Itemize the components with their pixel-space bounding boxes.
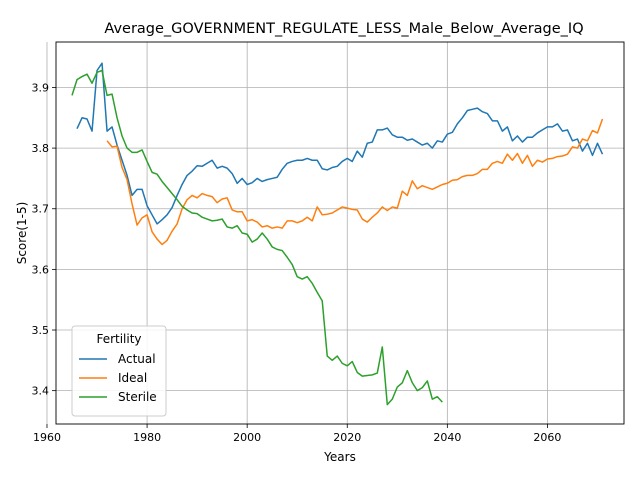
x-tick-label: 1960 <box>33 431 61 444</box>
chart-title: Average_GOVERNMENT_REGULATE_LESS_Male_Be… <box>104 21 583 37</box>
x-tick-label: 1980 <box>133 431 161 444</box>
x-tick-label: 2040 <box>433 431 461 444</box>
series-line-actual <box>76 62 604 225</box>
y-tick-label: 3.4 <box>32 385 50 398</box>
y-tick-label: 3.5 <box>32 324 50 337</box>
legend-label-actual: Actual <box>118 352 156 366</box>
series-lines <box>71 62 604 406</box>
plot-area-frame <box>55 41 625 425</box>
y-tick-label: 3.9 <box>32 81 50 94</box>
y-tick-label: 3.8 <box>32 142 50 155</box>
legend-box <box>71 325 167 417</box>
y-tick-label: 3.7 <box>32 203 50 216</box>
x-tick-label: 2020 <box>333 431 361 444</box>
y-tick-label: 3.6 <box>32 263 50 276</box>
y-axis-label: Score(1-5) <box>15 202 29 265</box>
legend: Fertility Actual Ideal Sterile <box>71 325 167 417</box>
series-line-sterile <box>71 69 443 406</box>
axis-ticks: 1960 1980 2000 2020 2040 2060 3.4 3.5 3.6 3.7 3.8 3… <box>32 81 562 444</box>
legend-label-sterile: Sterile <box>118 390 157 404</box>
x-axis-label: Years <box>323 450 356 464</box>
x-tick-label: 2060 <box>533 431 561 444</box>
legend-title: Fertility <box>96 332 141 346</box>
series-line-ideal <box>106 118 604 246</box>
x-tick-label: 2000 <box>233 431 261 444</box>
legend-label-ideal: Ideal <box>118 371 147 385</box>
